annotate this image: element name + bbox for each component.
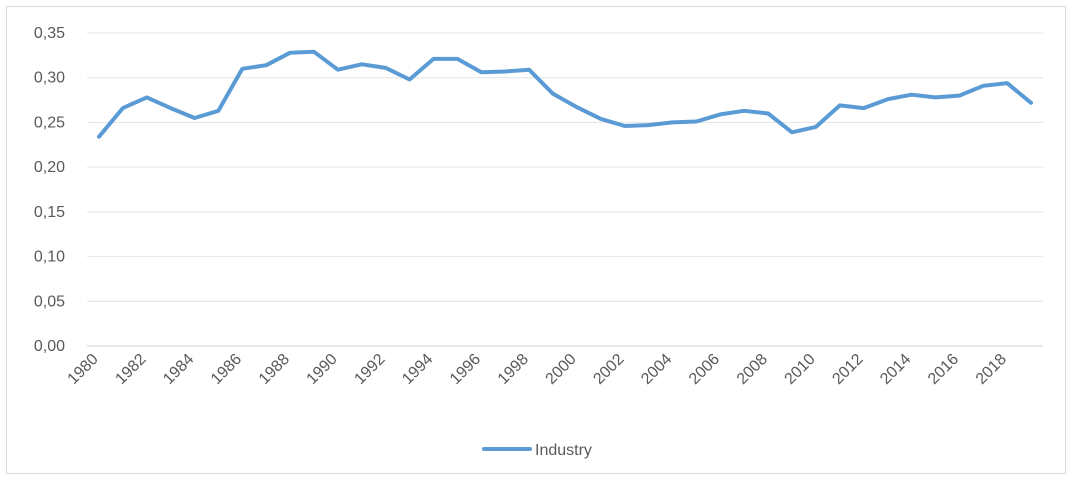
chart-area bbox=[6, 6, 1066, 474]
y-tick-label: 0,35 bbox=[34, 25, 65, 42]
x-tick-label: 1994 bbox=[399, 351, 436, 388]
x-tick-label: 2010 bbox=[782, 351, 819, 388]
series-line-industry bbox=[97, 49, 1033, 139]
y-tick-label: 0,05 bbox=[34, 293, 65, 310]
x-tick-label: 1992 bbox=[351, 351, 388, 388]
x-tick-label: 1996 bbox=[447, 351, 484, 388]
y-tick-label: 0,00 bbox=[34, 338, 65, 355]
y-axis-ticks: 0,00 0,05 0,10 0,15 0,20 0,25 0,30 0,35 bbox=[34, 25, 65, 355]
x-tick-label: 2004 bbox=[638, 351, 675, 388]
x-tick-label: 1980 bbox=[65, 351, 102, 388]
x-tick-label: 1982 bbox=[112, 351, 149, 388]
x-tick-label: 1990 bbox=[304, 351, 341, 388]
x-tick-label: 1988 bbox=[256, 351, 293, 388]
x-tick-label: 2006 bbox=[686, 351, 723, 388]
legend: Industry bbox=[482, 442, 592, 459]
series-layer bbox=[97, 49, 1033, 139]
y-tick-label: 0,10 bbox=[34, 249, 65, 266]
legend-label-industry: Industry bbox=[535, 442, 592, 459]
x-tick-label: 2002 bbox=[590, 351, 627, 388]
x-tick-label: 2018 bbox=[973, 351, 1010, 388]
x-tick-label: 2012 bbox=[829, 351, 866, 388]
x-tick-label: 1984 bbox=[160, 351, 197, 388]
x-tick-label: 1998 bbox=[495, 351, 532, 388]
x-tick-label: 2008 bbox=[734, 351, 771, 388]
x-tick-label: 1986 bbox=[208, 351, 245, 388]
x-tick-label: 2000 bbox=[543, 351, 580, 388]
x-tick-label: 2014 bbox=[877, 351, 914, 388]
y-tick-label: 0,15 bbox=[34, 204, 65, 221]
x-axis-ticks: 1980 1982 1984 1986 1988 1990 1992 1994 1996 1998… bbox=[65, 351, 1010, 388]
y-tick-label: 0,25 bbox=[34, 114, 65, 131]
y-tick-label: 0,30 bbox=[34, 70, 65, 87]
y-tick-label: 0,20 bbox=[34, 159, 65, 176]
gridlines bbox=[87, 32, 1043, 347]
x-tick-label: 2016 bbox=[925, 351, 962, 388]
